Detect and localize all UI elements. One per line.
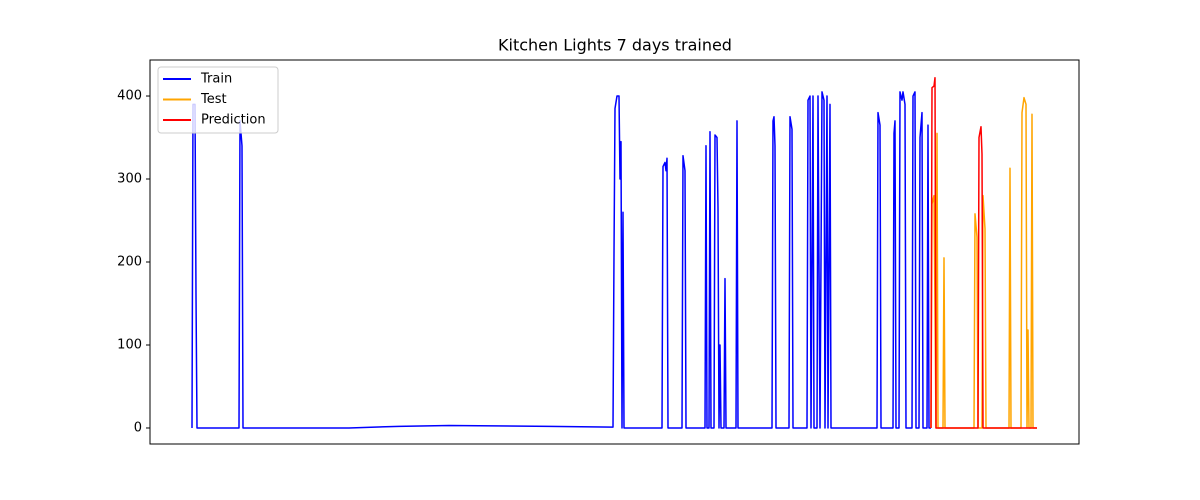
- legend-label: Train: [200, 72, 232, 87]
- series-line: [930, 77, 1037, 429]
- series-line: [930, 96, 1037, 429]
- chart-title: Kitchen Lights 7 days trained: [498, 36, 732, 55]
- legend: Train Test Prediction: [157, 66, 279, 134]
- y-tick-label: 100: [117, 337, 142, 352]
- y-tick-label: 0: [134, 420, 142, 435]
- y-tick-label: 400: [117, 89, 142, 104]
- legend-label: Prediction: [201, 113, 266, 128]
- plot-frame: [149, 59, 1080, 445]
- legend-label: Test: [200, 92, 227, 107]
- y-tick-label: 300: [117, 172, 142, 187]
- y-tick-label: 200: [117, 255, 142, 270]
- series-line: [191, 91, 931, 429]
- legend-box: [157, 66, 279, 134]
